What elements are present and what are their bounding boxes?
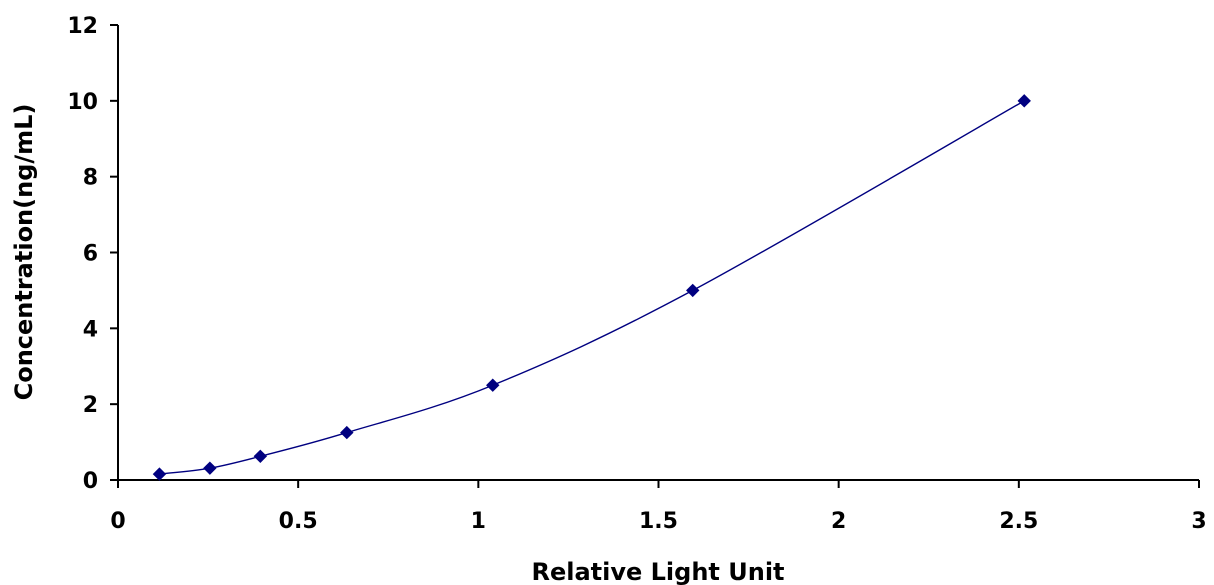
x-tick-label: 2 <box>831 509 846 534</box>
y-tick-label: 6 <box>83 242 98 267</box>
data-point-marker <box>1017 94 1031 108</box>
y-tick-label: 8 <box>83 166 98 191</box>
x-tick-label: 1 <box>471 509 486 534</box>
x-tick-label: 3 <box>1191 509 1206 534</box>
fit-curve-line <box>159 100 1025 475</box>
y-tick-label: 0 <box>83 469 98 494</box>
data-point-marker <box>340 425 354 440</box>
data-point-marker <box>686 283 700 298</box>
data-point-marker <box>253 449 268 464</box>
y-tick-label: 2 <box>83 393 98 418</box>
ticks: 0 0.5 1 1.5 2 2.5 3 0 2 4 6 8 10 12 <box>67 14 1206 534</box>
x-tick-label: 0 <box>110 509 125 534</box>
data-point-marker <box>152 467 167 481</box>
data-point-marker <box>203 461 217 475</box>
y-tick-label: 4 <box>83 317 98 342</box>
y-axis-title: Concentration(ng/mL) <box>10 104 38 401</box>
x-tick-label: 1.5 <box>639 509 678 534</box>
y-tick-label: 10 <box>67 90 98 115</box>
curve-layer <box>159 100 1025 475</box>
axes <box>117 25 1199 481</box>
data-point-marker <box>486 378 500 392</box>
y-tick-label: 12 <box>67 14 98 39</box>
x-tick-label: 2.5 <box>999 509 1038 534</box>
points-layer <box>152 94 1031 481</box>
x-tick-label: 0.5 <box>279 509 318 534</box>
x-axis-title: Relative Light Unit <box>531 558 784 585</box>
